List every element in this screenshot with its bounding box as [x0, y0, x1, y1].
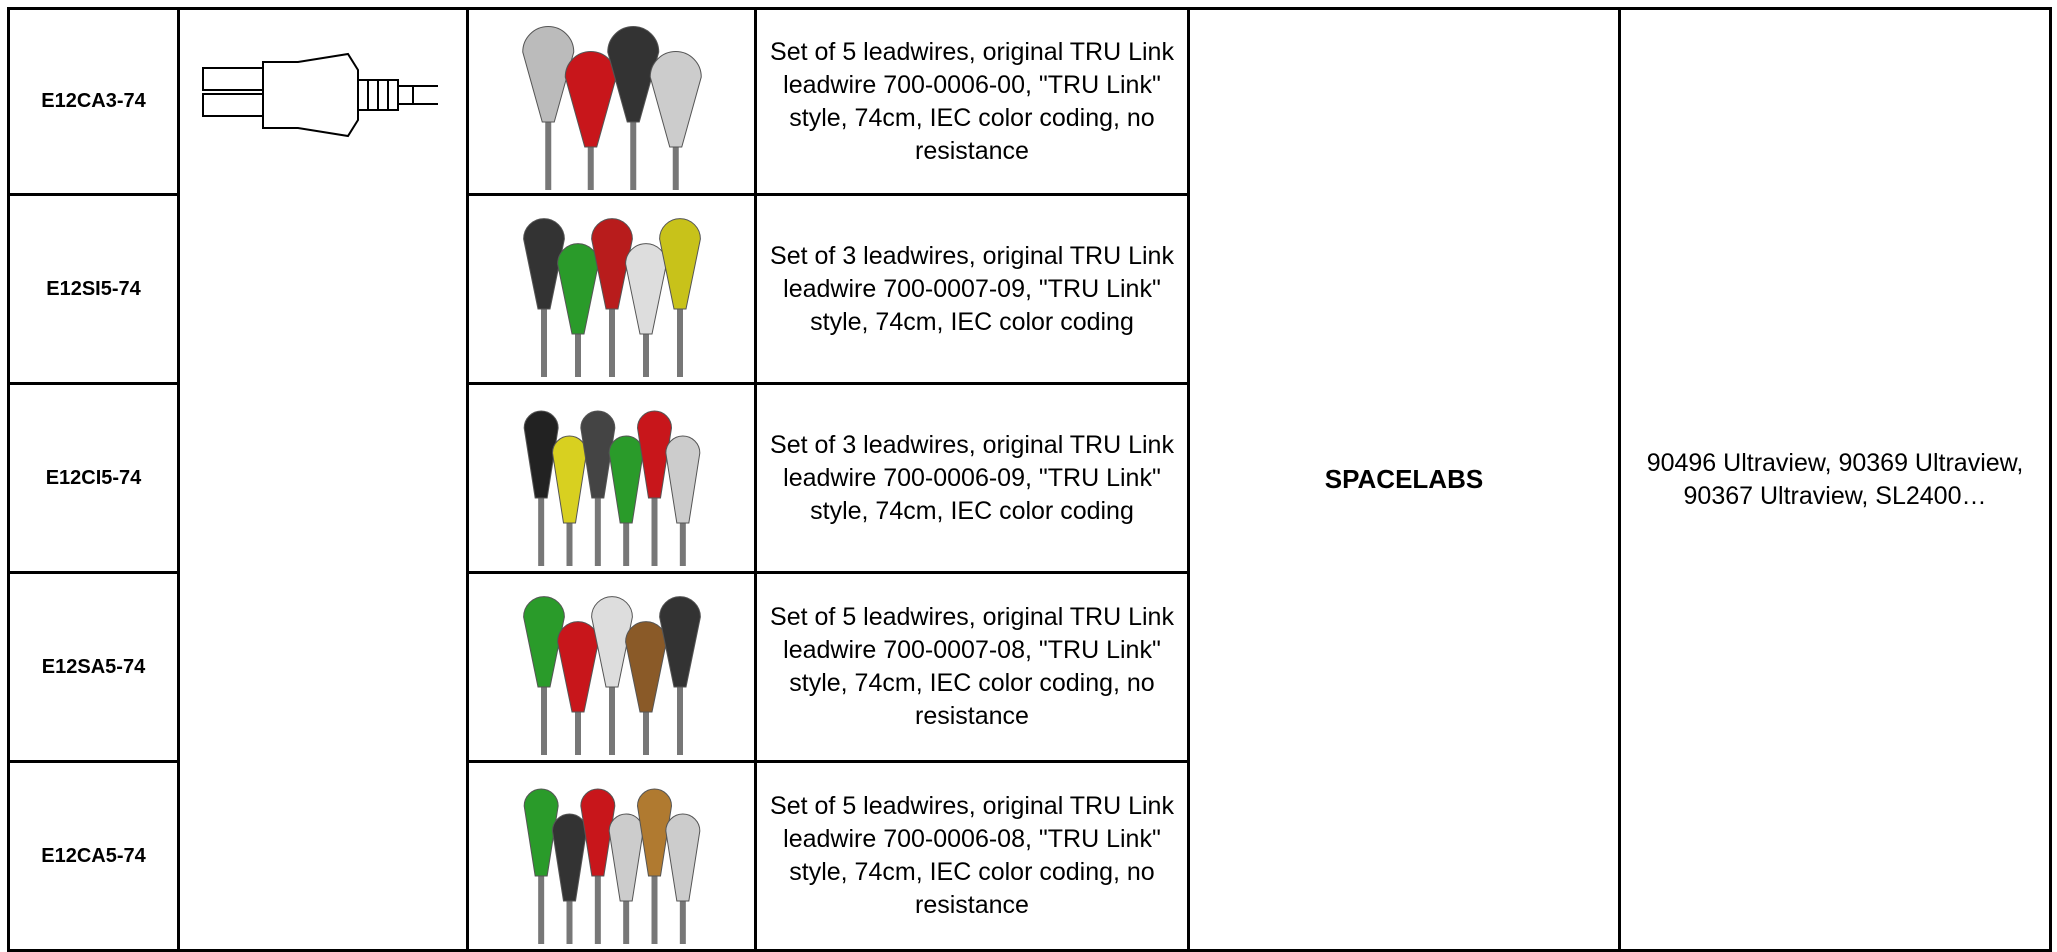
- table-row: E12CI5-74 Set of 3 leadwires, original TR…: [7, 382, 2051, 574]
- image-cell: [466, 760, 757, 952]
- table-row: E12SA5-74 Set of 5 leadwires, original TR…: [7, 571, 2051, 763]
- product-code: E12CA5-74: [7, 760, 180, 952]
- image-cell: [466, 193, 757, 385]
- description: Set of 5 leadwires, original TRU Link le…: [754, 571, 1190, 763]
- product-code: E12SA5-74: [7, 571, 180, 763]
- table-row: E12CA5-74 Set of 5 leadwires, original TR…: [7, 760, 2051, 952]
- table-row: E12CA3-74 Set of 5 leadwires, original TR…: [7, 7, 2052, 952]
- product-code: E12SI5-74: [7, 193, 180, 385]
- table-row: E12SI5-74 Set of 3 leadwires, original TR…: [7, 193, 2051, 385]
- leadwire-image: [522, 218, 701, 377]
- connector-drawing: [202, 52, 438, 138]
- description: Set of 5 leadwires, original TRU Link le…: [754, 7, 1190, 196]
- description: Set of 3 leadwires, original TRU Link le…: [754, 193, 1190, 385]
- compatibility: 90496 Ultraview, 90369 Ultraview, 90367 …: [1618, 7, 2052, 952]
- table-body: E12CA3-74 Set of 5 leadwires, original TR…: [7, 7, 2052, 952]
- image-cell: [466, 7, 757, 196]
- image-cell: [466, 382, 757, 574]
- leadwire-image: [523, 410, 700, 566]
- image-cell: [466, 571, 757, 763]
- leadwire-image: [523, 788, 700, 944]
- description: Set of 5 leadwires, original TRU Link le…: [754, 760, 1190, 952]
- connector-cell: [177, 7, 469, 952]
- product-table: E12CA3-74 Set of 5 leadwires, original TR…: [7, 7, 2052, 952]
- product-code: E12CI5-74: [7, 382, 180, 574]
- leadwire-image: [521, 25, 702, 190]
- description: Set of 3 leadwires, original TRU Link le…: [754, 382, 1190, 574]
- brand: SPACELABS: [1187, 7, 1621, 952]
- leadwire-image: [522, 596, 701, 755]
- product-code: E12CA3-74: [7, 7, 180, 196]
